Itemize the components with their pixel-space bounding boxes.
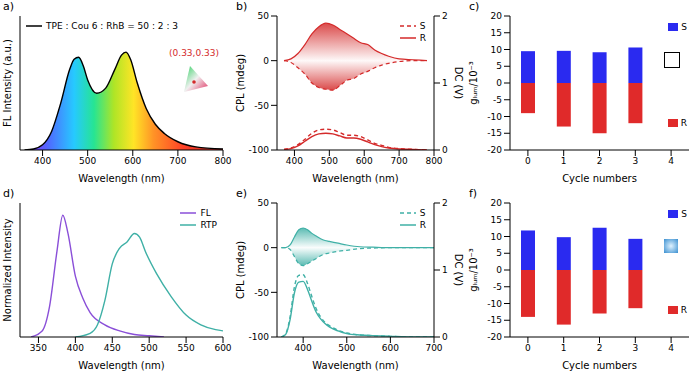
svg-text:-5: -5	[493, 282, 502, 292]
svg-text:-10: -10	[487, 112, 502, 122]
svg-text:-15: -15	[487, 128, 502, 138]
svg-text:500: 500	[141, 343, 158, 353]
svg-text:500: 500	[321, 156, 338, 166]
svg-text:-5: -5	[493, 95, 502, 105]
svg-text:20: 20	[491, 198, 503, 208]
svg-text:2: 2	[442, 11, 448, 21]
svg-text:5: 5	[496, 61, 502, 71]
svg-text:0: 0	[496, 78, 502, 88]
svg-text:2: 2	[442, 198, 448, 208]
svg-text:400: 400	[295, 343, 312, 353]
svg-text:1: 1	[442, 265, 448, 275]
svg-text:3: 3	[632, 343, 638, 353]
svg-text:Cycle numbers: Cycle numbers	[562, 173, 637, 184]
svg-text:15: 15	[491, 28, 502, 38]
html-text:f): f)	[469, 187, 478, 200]
svg-text:Wavelength (nm): Wavelength (nm)	[312, 173, 398, 184]
svg-text:800: 800	[425, 156, 442, 166]
html-text:c): c)	[469, 0, 480, 13]
svg-text:gₗᵤₘ/10⁻³: gₗᵤₘ/10⁻³	[468, 248, 479, 292]
html-text:(0.33,0.33): (0.33,0.33)	[169, 48, 219, 58]
svg-text:-15: -15	[487, 315, 502, 325]
html-text:TPE : Cou 6 : RhB = 50 : 2 : 3: TPE : Cou 6 : RhB = 50 : 2 : 3	[46, 21, 178, 31]
svg-text:-100: -100	[249, 332, 270, 342]
svg-text:350: 350	[30, 343, 47, 353]
svg-text:2: 2	[597, 156, 603, 166]
html-text:R: R	[419, 220, 426, 230]
html-text:S: S	[681, 22, 687, 32]
html-text:e): e)	[236, 187, 248, 200]
svg-text:1: 1	[561, 156, 567, 166]
svg-text:0: 0	[525, 156, 531, 166]
svg-text:Wavelength (nm): Wavelength (nm)	[78, 360, 164, 371]
svg-text:FL Intensity (a.u.): FL Intensity (a.u.)	[2, 39, 13, 127]
svg-text:450: 450	[104, 343, 121, 353]
svg-text:0: 0	[442, 145, 448, 155]
svg-text:DC (V): DC (V)	[453, 254, 464, 287]
svg-text:5: 5	[496, 248, 502, 258]
svg-text:600: 600	[124, 156, 141, 166]
svg-text:-50: -50	[254, 288, 269, 298]
html-text:R: R	[419, 33, 426, 43]
svg-text:10: 10	[491, 232, 503, 242]
svg-text:0: 0	[496, 265, 502, 275]
svg-text:-10: -10	[487, 299, 502, 309]
html-text:a): a)	[3, 0, 14, 13]
svg-text:500: 500	[338, 343, 355, 353]
svg-text:50: 50	[258, 198, 270, 208]
svg-text:1: 1	[561, 343, 567, 353]
svg-text:550: 550	[177, 343, 194, 353]
svg-text:50: 50	[258, 11, 270, 21]
svg-text:4: 4	[668, 156, 674, 166]
svg-text:15: 15	[491, 215, 502, 225]
svg-text:-100: -100	[249, 145, 270, 155]
svg-text:1: 1	[442, 78, 448, 88]
svg-text:10: 10	[491, 45, 503, 55]
svg-text:CPL (mdeg): CPL (mdeg)	[235, 241, 246, 299]
html-text:d): d)	[3, 187, 15, 200]
svg-text:600: 600	[382, 343, 399, 353]
html-text:b): b)	[236, 0, 248, 13]
svg-text:0: 0	[263, 243, 269, 253]
svg-text:700: 700	[425, 343, 442, 353]
svg-text:-20: -20	[487, 145, 502, 155]
svg-text:0: 0	[442, 332, 448, 342]
svg-text:500: 500	[79, 156, 96, 166]
svg-text:3: 3	[632, 156, 638, 166]
html-text:R: R	[680, 118, 687, 128]
svg-text:700: 700	[391, 156, 408, 166]
html-text:S: S	[419, 208, 426, 218]
html-text:FL: FL	[200, 208, 211, 218]
svg-text:2: 2	[597, 343, 603, 353]
svg-text:400: 400	[286, 156, 303, 166]
svg-text:400: 400	[34, 156, 51, 166]
svg-text:Wavelength (nm): Wavelength (nm)	[78, 173, 164, 184]
svg-text:Normalized Intensity: Normalized Intensity	[2, 218, 13, 321]
svg-text:Wavelength (nm): Wavelength (nm)	[312, 360, 398, 371]
svg-text:600: 600	[356, 156, 373, 166]
svg-text:800: 800	[214, 156, 231, 166]
svg-text:0: 0	[525, 343, 531, 353]
html-text:S: S	[419, 21, 426, 31]
html-text:S: S	[681, 209, 687, 219]
svg-text:4: 4	[668, 343, 674, 353]
svg-text:600: 600	[214, 343, 231, 353]
svg-text:Cycle numbers: Cycle numbers	[562, 360, 637, 371]
svg-text:700: 700	[169, 156, 186, 166]
html-text:RTP: RTP	[200, 220, 217, 230]
svg-text:-50: -50	[254, 101, 269, 111]
svg-text:CPL (mdeg): CPL (mdeg)	[235, 54, 246, 112]
svg-text:gₗᵤₘ/10⁻³: gₗᵤₘ/10⁻³	[468, 61, 479, 105]
svg-text:20: 20	[491, 11, 503, 21]
svg-text:0: 0	[263, 56, 269, 66]
svg-text:-20: -20	[487, 332, 502, 342]
svg-text:DC (V): DC (V)	[453, 67, 464, 100]
html-text:R: R	[680, 305, 687, 315]
svg-text:400: 400	[67, 343, 84, 353]
